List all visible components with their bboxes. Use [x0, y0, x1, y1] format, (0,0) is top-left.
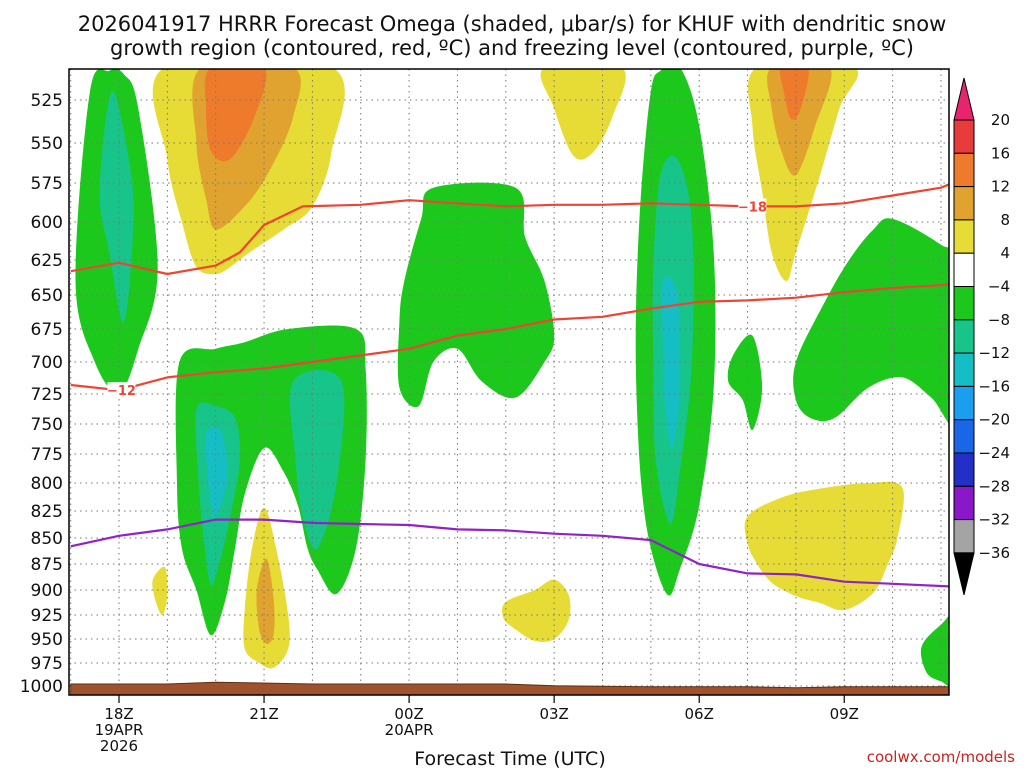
x-tick-label-0-2: 2026: [100, 737, 138, 755]
colorbar-segment-11: [953, 452, 975, 487]
y-tick-label-975: 975: [31, 654, 63, 674]
y-axis-labels: 525 550 575 600 625 650 675 700 725 750 775 800 825 8…: [20, 91, 63, 697]
colorbar-segment-4: [953, 219, 975, 254]
colorbar-bottom-arrow: [953, 552, 975, 596]
chart-title-line-1: 2026041917 HRRR Forecast Omega (shaded, …: [78, 12, 947, 36]
x-tick-label-0-0: 18Z: [104, 705, 133, 723]
omega-region-y2: [540, 69, 626, 160]
omega-region-or1: [204, 69, 267, 162]
contour-line--18: [70, 183, 949, 276]
omega-region-y7: [502, 579, 571, 642]
y-tick-label-525: 525: [31, 91, 63, 111]
colorbar-label-13: −36: [978, 544, 1010, 562]
colorbar-segment-9: [953, 385, 975, 421]
y-tick-label-700: 700: [31, 353, 63, 373]
colorbar-label-9: −20: [978, 411, 1010, 429]
colorbar-segment-2: [953, 152, 975, 188]
colorbar: [953, 77, 975, 596]
omega-regions: [75, 69, 949, 688]
colorbar-label-11: −28: [978, 477, 1010, 495]
y-tick-label-950: 950: [31, 630, 63, 650]
colorbar-segment-5: [953, 252, 975, 287]
y-tick-label-925: 925: [31, 606, 63, 626]
x-tick-label-9-0: 03Z: [539, 705, 568, 723]
y-tick-label-1000: 1000: [20, 677, 63, 697]
colorbar-label-6: −8: [988, 311, 1010, 329]
omega-region-o5: [256, 558, 275, 644]
y-tick-label-800: 800: [31, 474, 63, 494]
y-tick-label-850: 850: [31, 529, 63, 549]
colorbar-label-7: −12: [978, 344, 1010, 362]
y-tick-label-600: 600: [31, 213, 63, 233]
y-tick-label-650: 650: [31, 286, 63, 306]
contour-label-minus18: −18: [738, 200, 767, 215]
plot-area: −12 −18: [69, 69, 949, 695]
plot-frame: [68, 68, 950, 696]
y-tick-label-550: 550: [31, 134, 63, 154]
temperature-contours: −12 −18: [70, 183, 949, 588]
omega-region-y4: [744, 481, 904, 611]
omega-region-y6: [152, 566, 168, 616]
omega-region-o3: [767, 69, 832, 176]
omega-region-g5: [727, 334, 763, 431]
omega-region-cy2: [205, 426, 228, 518]
x-tick-label-15-0: 09Z: [830, 705, 859, 723]
colorbar-label-2: 12: [991, 178, 1010, 196]
y-tick-label-725: 725: [31, 385, 63, 405]
colorbar-label-0: 20: [991, 111, 1010, 129]
colorbar-label-8: −16: [978, 377, 1010, 395]
y-tick-label-775: 775: [31, 445, 63, 465]
x-tick-label-6-0: 00Z: [394, 705, 423, 723]
omega-region-cy4: [661, 276, 681, 449]
colorbar-segment-8: [953, 352, 975, 387]
colorbar-label-1: 16: [991, 144, 1010, 162]
colorbar-label-4: 4: [1000, 244, 1010, 262]
colorbar-segment-12: [953, 485, 975, 521]
x-tick-label-0-1: 19APR: [95, 721, 144, 739]
ground-layer: [70, 681, 949, 695]
colorbar-segment-6: [953, 286, 975, 321]
y-tick-label-675: 675: [31, 320, 63, 340]
omega-region-or3: [779, 69, 809, 120]
x-tick-label-3-0: 21Z: [249, 705, 278, 723]
colorbar-segment-13: [953, 519, 975, 554]
x-axis-title: Forecast Time (UTC): [414, 748, 605, 768]
contour-line-freezing-level: [70, 518, 949, 588]
y-tick-label-825: 825: [31, 502, 63, 522]
y-tick-label-575: 575: [31, 174, 63, 194]
credit-link[interactable]: coolwx.com/models: [867, 748, 1015, 766]
colorbar-segment-1: [953, 119, 975, 154]
contour-label-minus18-bg: [738, 198, 767, 214]
omega-region-c3: [289, 369, 345, 550]
colorbar-labels: 20 16 12 8 4 −4 −8 −12 −16 −20 −24 −28 −32 −36: [978, 111, 1010, 562]
y-tick-label-900: 900: [31, 581, 63, 601]
chart-title-line-2: growth region (contoured, red, ºC) and f…: [110, 36, 914, 60]
colorbar-segment-3: [953, 186, 975, 221]
omega-region-g7: [920, 615, 949, 688]
colorbar-label-12: −32: [978, 511, 1010, 529]
colorbar-top-arrow: [953, 77, 975, 121]
colorbar-label-5: −4: [988, 278, 1010, 296]
omega-region-g3: [397, 182, 555, 408]
colorbar-segment-10: [953, 419, 975, 454]
y-tick-label-750: 750: [31, 415, 63, 435]
contour-label-minus12: −12: [107, 384, 136, 399]
colorbar-segment-7: [953, 319, 975, 354]
y-tick-label-875: 875: [31, 555, 63, 575]
y-tick-label-625: 625: [31, 251, 63, 271]
contour-label-minus12-bg: [107, 382, 136, 398]
colorbar-label-3: 8: [1000, 211, 1010, 229]
contour-line--12: [70, 282, 949, 392]
x-tick-label-6-1: 20APR: [385, 721, 434, 739]
omega-region-g6: [793, 218, 949, 424]
ground-area: [70, 681, 949, 695]
colorbar-label-10: −24: [978, 444, 1010, 462]
x-tick-label-12-0: 06Z: [685, 705, 714, 723]
